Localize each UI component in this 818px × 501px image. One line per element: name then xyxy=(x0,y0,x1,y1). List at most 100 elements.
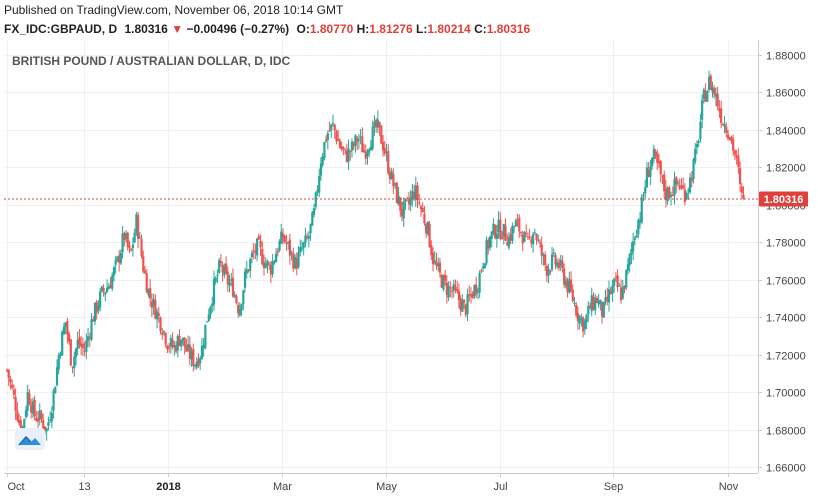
candle-body xyxy=(100,286,103,291)
candle-body xyxy=(124,233,128,240)
down-arrow-icon: ▼ xyxy=(171,22,184,36)
candle-body xyxy=(254,250,257,253)
candle-body xyxy=(112,267,116,276)
candle-body xyxy=(673,178,676,196)
candle-body xyxy=(618,285,621,287)
high-label: H: xyxy=(356,22,370,36)
candle-body xyxy=(426,221,429,235)
candle-body xyxy=(621,287,624,299)
candle-body xyxy=(166,345,169,350)
candle-body xyxy=(480,270,483,272)
candle-body xyxy=(557,263,561,268)
candle-body xyxy=(630,249,633,255)
candle-body xyxy=(582,317,585,332)
candle-body xyxy=(297,252,300,268)
candle-body xyxy=(657,160,661,164)
candle-body xyxy=(404,199,407,203)
candle-body xyxy=(544,254,547,266)
candle-body xyxy=(364,151,367,159)
candle-body xyxy=(649,166,652,177)
x-tick-label: 2018 xyxy=(156,481,180,493)
candle-body xyxy=(93,302,97,322)
candle-body xyxy=(590,295,593,312)
candle-body xyxy=(497,219,500,233)
candle-body xyxy=(169,338,172,347)
candle-body xyxy=(388,172,392,179)
candle-body xyxy=(469,294,473,296)
candle-body xyxy=(633,237,636,240)
candle-body xyxy=(309,223,312,234)
candle-body xyxy=(418,202,421,204)
candle-body xyxy=(211,303,214,307)
candle-body xyxy=(399,197,402,211)
candle-body xyxy=(262,262,266,268)
candle-body xyxy=(162,331,166,333)
candle-body xyxy=(531,234,535,245)
candle-body xyxy=(540,244,543,256)
candle-body xyxy=(597,301,600,305)
candle-body xyxy=(726,134,730,139)
candle-body xyxy=(530,239,533,244)
candle-body xyxy=(599,299,602,304)
candle-body xyxy=(659,161,662,175)
candle-body xyxy=(295,258,298,269)
candle-body xyxy=(473,285,476,297)
candle-body xyxy=(507,236,511,248)
candle-body xyxy=(542,254,545,257)
y-tick-label: 1.82000 xyxy=(766,163,806,175)
y-tick-label: 1.86000 xyxy=(766,88,806,100)
candle-body xyxy=(514,220,517,227)
candle-body xyxy=(50,412,53,422)
candle-body xyxy=(445,282,448,295)
candle-body xyxy=(49,419,52,421)
candle-body xyxy=(481,266,485,269)
candle-body xyxy=(347,148,350,162)
candle-body xyxy=(502,223,505,237)
candle-body xyxy=(414,185,417,200)
candle-body xyxy=(304,235,307,244)
candle-body xyxy=(252,251,255,253)
candle-body xyxy=(247,269,250,272)
candle-body xyxy=(668,187,671,198)
candle-body xyxy=(545,265,548,276)
candle-body xyxy=(164,333,167,345)
candle-body xyxy=(287,242,290,244)
candle-body xyxy=(152,299,155,307)
last-price-tag-label: 1.80316 xyxy=(764,194,804,206)
candle-body xyxy=(54,387,57,394)
candle-body xyxy=(725,126,728,133)
candle-body xyxy=(431,252,435,265)
candle-body xyxy=(181,337,185,341)
candle-body xyxy=(550,254,554,270)
candle-body xyxy=(428,223,431,248)
candle-body xyxy=(644,186,647,194)
candle-body xyxy=(647,169,650,178)
candle-body xyxy=(337,138,340,141)
candle-body xyxy=(349,150,352,153)
candle-body xyxy=(293,257,297,269)
candle-body xyxy=(276,251,279,253)
candle-body xyxy=(102,287,105,292)
candle-body xyxy=(471,293,474,298)
candle-body xyxy=(359,136,362,138)
tradingview-logo-icon[interactable] xyxy=(15,428,45,450)
candle-body xyxy=(173,345,176,348)
candle-body xyxy=(285,242,288,244)
candle-body xyxy=(155,311,159,320)
candle-body xyxy=(475,284,478,295)
candle-body xyxy=(666,187,669,202)
candle-body xyxy=(230,279,233,281)
candle-body xyxy=(219,261,222,264)
candle-body xyxy=(671,195,674,197)
candle-body xyxy=(573,302,576,304)
candle-body xyxy=(361,136,364,153)
candle-body xyxy=(59,353,62,356)
candle-body xyxy=(523,231,526,242)
candle-body xyxy=(521,234,524,244)
candle-body xyxy=(575,304,578,316)
candle-body xyxy=(157,313,160,317)
candle-body xyxy=(702,89,705,99)
candle-body xyxy=(556,262,559,267)
candle-body xyxy=(687,189,690,192)
